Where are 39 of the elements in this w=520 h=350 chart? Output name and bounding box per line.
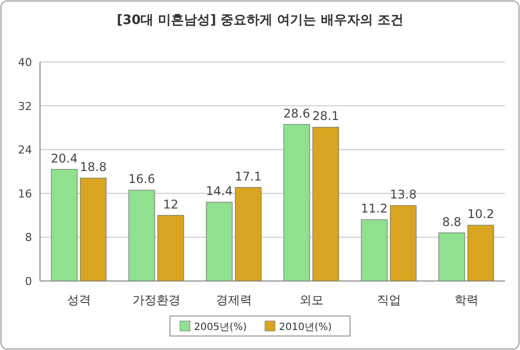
data-label: 28.1 [312,109,340,124]
data-label: 11.2 [360,202,388,216]
bar [50,169,78,282]
data-label: 13.8 [390,187,417,202]
x-tick-label: 외모 [299,293,324,307]
legend-label: 2010년(%) [279,322,332,333]
data-label: 20.4 [50,151,78,166]
x-tick-label: 가정환경 [132,293,180,307]
y-tick-label: 8 [25,231,32,244]
y-tick-label: 32 [18,100,32,113]
bar [128,190,156,282]
bar [312,126,340,282]
data-label: 16.6 [128,172,156,186]
bar [157,215,184,282]
x-tick-label: 경제력 [216,293,252,307]
legend-label: 2005년(%) [194,322,247,333]
chart-title: [30대 미혼남성] 중요하게 여기는 배우자의 조건 [116,13,404,28]
bar [80,178,107,282]
bar [390,205,417,282]
y-tick-label: 24 [18,144,32,157]
y-tick-label: 0 [25,275,32,288]
bar [234,187,262,282]
bar [438,232,466,282]
data-label: 18.8 [80,160,107,174]
bar [360,219,388,282]
data-label: 12 [163,197,178,212]
data-label: 14.4 [206,184,233,198]
x-tick-label: 성격 [66,293,91,307]
bar [283,124,310,282]
x-tick-label: 학력 [454,293,478,307]
y-tick-label: 40 [18,56,32,69]
data-label: 17.1 [234,169,262,184]
data-label: 10.2 [467,207,494,222]
data-label: 8.8 [442,214,462,229]
x-tick-label: 직업 [376,293,401,307]
data-label: 28.6 [283,106,310,120]
bar [206,202,233,282]
y-tick-label: 16 [18,187,32,200]
bar [467,224,494,282]
